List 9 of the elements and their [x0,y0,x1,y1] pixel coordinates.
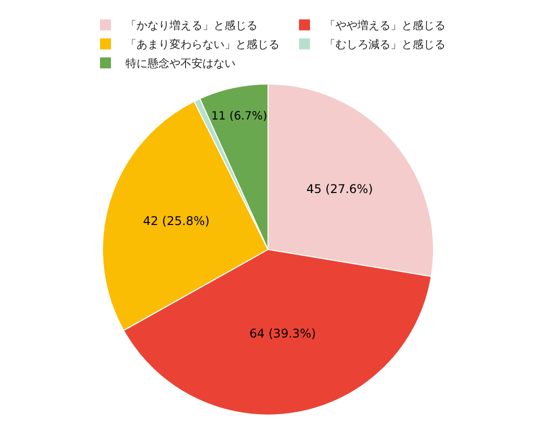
legend-label: 「やや増える」と感じる [324,19,446,32]
legend-label: 「むしろ減る」と感じる [324,38,446,52]
data-label: 64 (39.3%) [249,326,316,340]
data-label: 45 (27.6%) [306,182,373,196]
data-label: 42 (25.8%) [142,214,210,228]
data-label: 11 (6.7%) [211,108,268,123]
legend-label: 特に懸念や不安はない [126,57,236,70]
legend-label: 「かなり増える」と感じる [126,19,258,32]
legend-label: 「あまり変わらない」と感じる [126,38,280,52]
